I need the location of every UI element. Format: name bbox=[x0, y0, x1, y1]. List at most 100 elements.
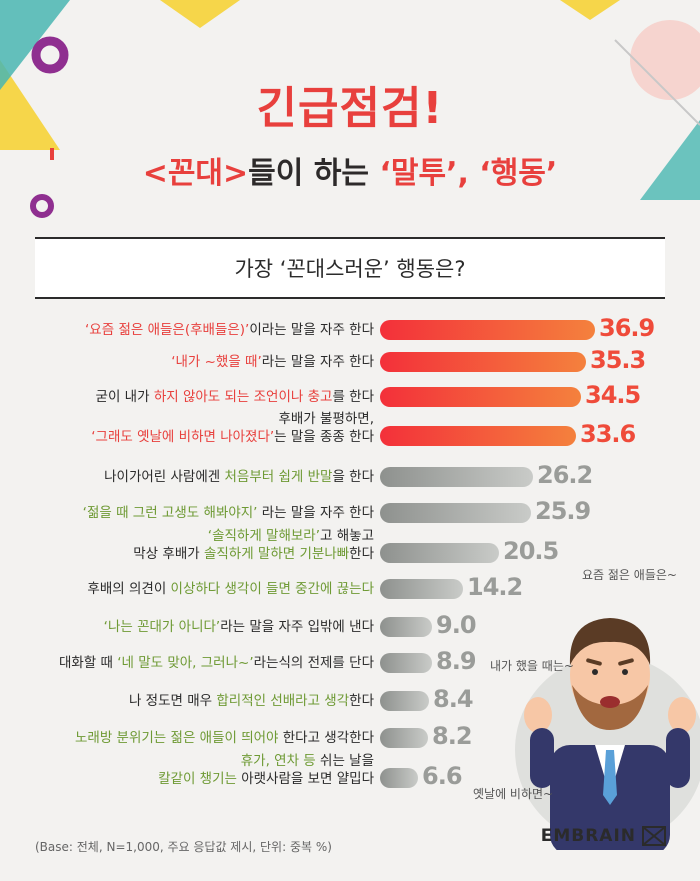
category-label-part: 라는 말을 자주 입밖에 낸다 bbox=[220, 619, 374, 635]
chart-row: ‘젊을 때 그런 고생도 해봐야지’ 라는 말을 자주 한다 25.9 bbox=[0, 497, 700, 525]
category-label-line: ‘내가 ~했을 때’라는 말을 자주 한다 bbox=[171, 353, 374, 371]
category-label: ‘젊을 때 그런 고생도 해봐야지’ 라는 말을 자주 한다 bbox=[83, 504, 374, 522]
category-label-line: ‘젊을 때 그런 고생도 해봐야지’ 라는 말을 자주 한다 bbox=[83, 504, 374, 522]
bar bbox=[380, 728, 428, 748]
eye-right bbox=[622, 669, 628, 675]
mouth bbox=[600, 696, 620, 708]
category-label-part: 이상하다 생각이 들면 중간에 끊는다 bbox=[170, 581, 374, 597]
bar bbox=[380, 467, 533, 487]
value-label: 8.9 bbox=[436, 647, 477, 675]
category-label-part: 후배의 의견이 bbox=[87, 581, 171, 597]
category-label-part: ‘그래도 옛날에 비하면 나아졌다’ bbox=[91, 429, 275, 445]
bar bbox=[380, 617, 432, 637]
category-label-part: 나이가어린 사람에겐 bbox=[104, 469, 225, 485]
category-label-part: ‘나는 꼰대가 아니다’ bbox=[103, 619, 221, 635]
category-label-part: 이라는 말을 자주 한다 bbox=[249, 322, 374, 338]
category-label-part: 를 한다 bbox=[332, 389, 374, 405]
chart-row: 나이가어린 사람에겐 처음부터 쉽게 반말을 한다 26.2 bbox=[0, 461, 700, 489]
page-title: 긴급점검! bbox=[256, 83, 444, 134]
bar bbox=[380, 768, 418, 788]
category-label-part: ‘내가 ~했을 때’ bbox=[171, 354, 262, 370]
category-label-line: 막상 후배가 솔직하게 말하면 기분나빠한다 bbox=[133, 545, 374, 563]
teal-triangle-right bbox=[640, 120, 700, 200]
category-label: ‘나는 꼰대가 아니다’라는 말을 자주 입밖에 낸다 bbox=[104, 618, 374, 636]
subtitle-kkondae: <꼰대> bbox=[142, 156, 249, 191]
bar bbox=[380, 579, 463, 599]
hand-right bbox=[668, 697, 696, 733]
category-label-part: ‘솔직하게 말해보라’ bbox=[207, 528, 321, 544]
brand-name: EMBRAIN bbox=[540, 826, 636, 846]
value-label: 35.3 bbox=[590, 346, 646, 374]
category-label-line: ‘솔직하게 말해보라’고 해놓고 bbox=[133, 527, 374, 545]
category-label-part: ‘젊을 때 그런 고생도 해봐야지’ bbox=[82, 505, 258, 521]
category-label-part: 솔직하게 말하면 기분나빠 bbox=[203, 546, 350, 562]
category-label-part: ‘네 말도 맞아, 그러나~’ bbox=[117, 655, 254, 671]
footnote: (Base: 전체, N=1,000, 주요 응답값 제시, 단위: 중복 %) bbox=[35, 840, 332, 854]
category-label-line: ‘나는 꼰대가 아니다’라는 말을 자주 입밖에 낸다 bbox=[104, 618, 374, 636]
category-label-part: 한다고 생각한다 bbox=[278, 730, 374, 746]
chart-row: 후배의 의견이 이상하다 생각이 들면 중간에 끊는다 14.2 bbox=[0, 573, 700, 601]
category-label-line: 노래방 분위기는 젊은 애들이 띄어야 한다고 생각한다 bbox=[75, 729, 374, 747]
category-label-line: 굳이 내가 하지 않아도 되는 조언이나 충고를 한다 bbox=[96, 388, 374, 406]
subtitle-middle: 들이 하는 bbox=[248, 156, 380, 191]
category-label-line: 후배의 의견이 이상하다 생각이 들면 중간에 끊는다 bbox=[87, 580, 374, 598]
category-label: 대화할 때 ‘네 말도 맞아, 그러나~’라는식의 전제를 단다 bbox=[59, 654, 374, 672]
purple-ring-top bbox=[31, 36, 69, 74]
question-text: 가장 ‘꼰대스러운’ 행동은? bbox=[234, 257, 466, 281]
stripe-right bbox=[614, 39, 700, 126]
category-label: 후배가 불평하면, ‘그래도 옛날에 비하면 나아졌다’는 말을 종종 한다 bbox=[91, 410, 374, 446]
pink-circle-right bbox=[630, 20, 700, 100]
category-label-part: 합리적인 선배라고 생각 bbox=[216, 693, 350, 709]
category-label-part: 라는 말을 자주 한다 bbox=[257, 505, 374, 521]
category-label: 굳이 내가 하지 않아도 되는 조언이나 충고를 한다 bbox=[96, 388, 374, 406]
category-label-part: 라는 말을 자주 한다 bbox=[261, 354, 374, 370]
value-label: 8.2 bbox=[432, 722, 473, 750]
value-label: 33.6 bbox=[580, 420, 636, 448]
bar bbox=[380, 691, 429, 711]
chart-row: 노래방 분위기는 젊은 애들이 띄어야 한다고 생각한다 8.2 bbox=[0, 722, 700, 750]
eye-left bbox=[592, 669, 598, 675]
category-label-line: 나이가어린 사람에겐 처음부터 쉽게 반말을 한다 bbox=[104, 468, 374, 486]
chart-row: 나 정도면 매우 합리적인 선배라고 생각한다 8.4 bbox=[0, 685, 700, 713]
category-label-part: 나 정도면 매우 bbox=[128, 693, 217, 709]
category-label: 나 정도면 매우 합리적인 선배라고 생각한다 bbox=[129, 692, 374, 710]
yellow-triangle-left bbox=[0, 60, 60, 150]
category-label-line: ‘그래도 옛날에 비하면 나아졌다’는 말을 종종 한다 bbox=[91, 428, 374, 446]
category-label: 노래방 분위기는 젊은 애들이 띄어야 한다고 생각한다 bbox=[75, 729, 374, 747]
category-label: ‘솔직하게 말해보라’고 해놓고 막상 후배가 솔직하게 말하면 기분나빠한다 bbox=[133, 527, 374, 563]
category-label-part: 휴가, 연차 등 bbox=[240, 753, 316, 769]
bar bbox=[380, 320, 595, 340]
category-label-part: 후배가 불평하면, bbox=[278, 411, 374, 427]
value-label: 14.2 bbox=[467, 573, 523, 601]
category-label-line: 나 정도면 매우 합리적인 선배라고 생각한다 bbox=[129, 692, 374, 710]
category-label-part: 한다 bbox=[349, 693, 374, 709]
value-label: 34.5 bbox=[585, 381, 641, 409]
category-label-line: 칼같이 챙기는 아랫사람을 보면 얄밉다 bbox=[158, 770, 374, 788]
brand-logo: EMBRAIN bbox=[541, 826, 666, 846]
red-dash bbox=[50, 148, 54, 160]
category-label-part: 고 해놓고 bbox=[320, 528, 374, 544]
category-label-part: 아랫사람을 보면 얄밉다 bbox=[236, 771, 374, 787]
category-label: ‘요즘 젊은 애들은(후배들은)’이라는 말을 자주 한다 bbox=[85, 321, 374, 339]
arm-right bbox=[666, 728, 690, 788]
value-label: 20.5 bbox=[503, 537, 559, 565]
value-label: 26.2 bbox=[537, 461, 593, 489]
value-label: 36.9 bbox=[599, 314, 655, 342]
hand-left bbox=[524, 697, 552, 733]
value-label: 6.6 bbox=[422, 762, 463, 790]
yellow-triangle-right bbox=[560, 0, 620, 20]
man-illustration bbox=[515, 618, 700, 850]
chart-row: ‘솔직하게 말해보라’고 해놓고 막상 후배가 솔직하게 말하면 기분나빠한다 20… bbox=[0, 528, 700, 565]
category-label-part: 굳이 내가 bbox=[95, 389, 154, 405]
bar bbox=[380, 426, 576, 446]
brand-mark-icon bbox=[642, 826, 666, 846]
category-label-part: 대화할 때 bbox=[58, 655, 118, 671]
speech-bubble-3: 옛날에 비하면~ bbox=[473, 787, 554, 801]
bar bbox=[380, 352, 586, 372]
category-label: 휴가, 연차 등 쉬는 날을 칼같이 챙기는 아랫사람을 보면 얄밉다 bbox=[158, 752, 374, 788]
chart-row: 후배가 불평하면, ‘그래도 옛날에 비하면 나아졌다’는 말을 종종 한다 33.… bbox=[0, 411, 700, 448]
category-label-part: 을 한다 bbox=[332, 469, 374, 485]
category-label-part: 막상 후배가 bbox=[133, 546, 204, 562]
value-label: 8.4 bbox=[433, 685, 474, 713]
